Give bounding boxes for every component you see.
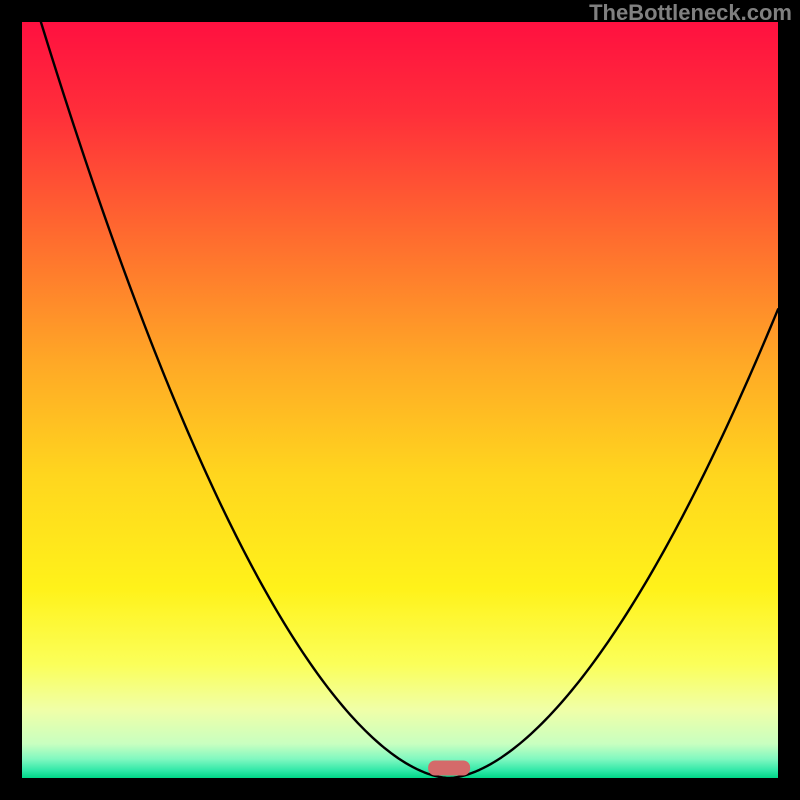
chart-container: TheBottleneck.com — [0, 0, 800, 800]
watermark-text: TheBottleneck.com — [589, 0, 792, 26]
bottleneck-curve — [41, 22, 778, 778]
plot-group — [41, 22, 778, 778]
min-marker — [428, 761, 470, 776]
chart-svg — [0, 0, 800, 800]
